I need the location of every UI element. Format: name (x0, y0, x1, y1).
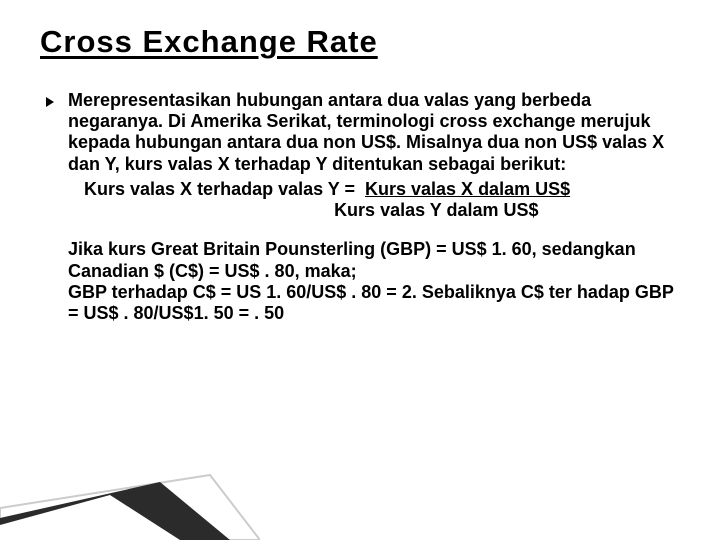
main-paragraph: Merepresentasikan hubungan antara dua va… (68, 90, 688, 175)
formula-rhs-top: Kurs valas X dalam US$ (365, 179, 570, 199)
spacer (68, 221, 688, 239)
corner-decoration (0, 470, 260, 540)
example-paragraph-1: Jika kurs Great Britain Pounsterling (GB… (68, 239, 688, 281)
formula-line-1: Kurs valas X terhadap valas Y = Kurs val… (68, 179, 688, 200)
example-paragraph-2: GBP terhadap C$ = US 1. 60/US$ . 80 = 2.… (68, 282, 688, 324)
page-title: Cross Exchange Rate (40, 24, 688, 60)
formula-lhs: Kurs valas X terhadap valas Y = (84, 179, 365, 199)
formula-pad (84, 200, 334, 220)
slide: Cross Exchange Rate Merepresentasikan hu… (0, 0, 720, 540)
body-block: Merepresentasikan hubungan antara dua va… (40, 90, 688, 324)
formula-line-2: Kurs valas Y dalam US$ (68, 200, 688, 221)
bullet-icon (46, 97, 54, 107)
formula-rhs-bottom: Kurs valas Y dalam US$ (334, 200, 538, 220)
